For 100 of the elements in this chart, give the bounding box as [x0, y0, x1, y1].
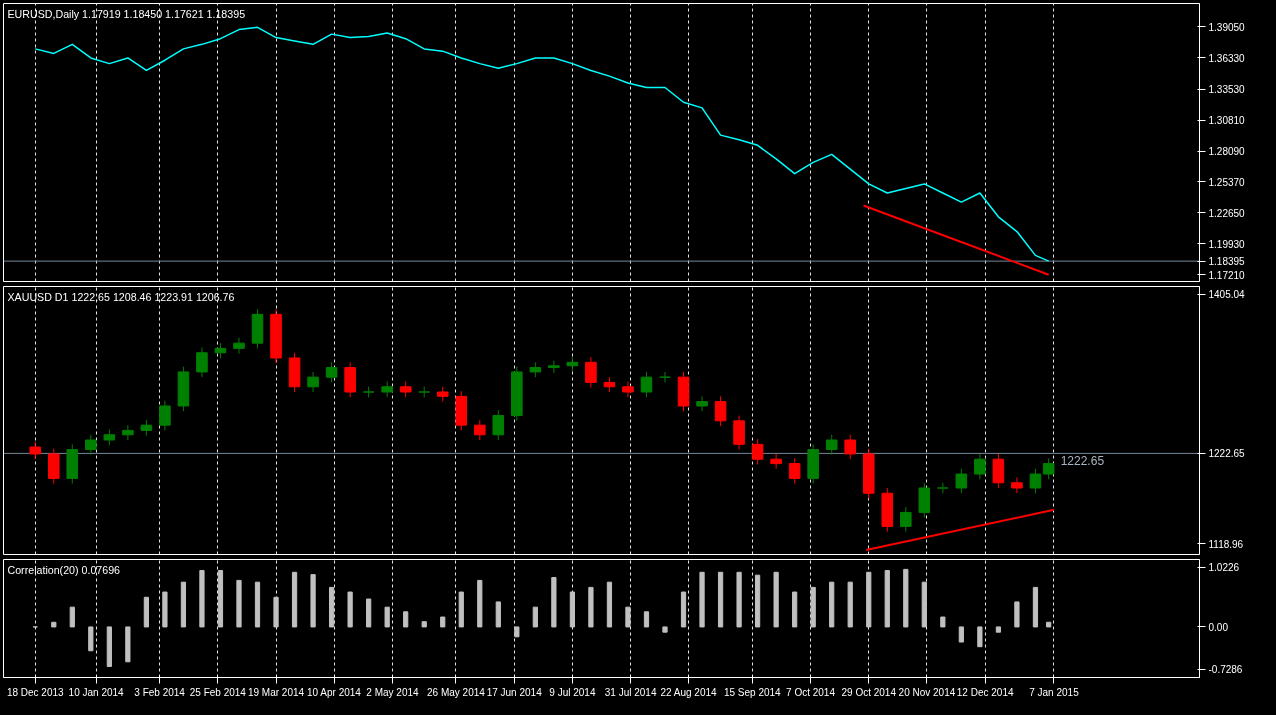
candlestick — [1042, 457, 1055, 480]
bar — [625, 606, 631, 628]
bar — [680, 591, 687, 628]
bar — [606, 581, 613, 628]
x-tick-label: 25 Feb 2014 — [189, 686, 247, 698]
bar — [551, 577, 557, 628]
candlestick — [122, 424, 134, 441]
x-tick-label: 17 Jun 2014 — [486, 686, 543, 698]
candlestick — [307, 371, 319, 393]
x-tick-label: 2 May 2014 — [366, 686, 420, 698]
bar — [236, 579, 242, 628]
bar — [477, 579, 483, 628]
bar — [995, 626, 1002, 633]
y-tick-label: 1118.96 — [1208, 538, 1244, 550]
bar — [162, 591, 168, 628]
bar — [421, 621, 427, 628]
x-tick-label: 18 Dec 2013 — [6, 686, 65, 698]
x-tick-label: 31 Jul 2014 — [604, 686, 657, 698]
y-tick-label: 1405.04 — [1208, 289, 1246, 301]
bar — [1032, 586, 1039, 628]
bar — [347, 591, 353, 628]
candlestick — [696, 395, 708, 412]
chart-title: Correlation(20) 0.07696 — [7, 563, 121, 576]
bar — [495, 601, 501, 628]
y-tick-label: 1.25370 — [1208, 176, 1246, 188]
bar — [847, 581, 853, 628]
y-tick-label: 0.00 — [1208, 621, 1229, 633]
bar — [829, 581, 835, 628]
x-tick-label: 10 Apr 2014 — [307, 686, 362, 698]
ref-line-label: 1.18395 — [1208, 256, 1246, 268]
bar — [940, 616, 946, 628]
bar — [1014, 601, 1020, 628]
bar — [254, 581, 261, 628]
bar — [958, 626, 964, 643]
bar — [180, 581, 187, 628]
x-tick-label: 10 Jan 2014 — [68, 686, 125, 698]
bar — [143, 596, 149, 628]
x-tick-label: 29 Oct 2014 — [841, 686, 897, 698]
bar — [662, 626, 668, 633]
candlestick — [992, 453, 1005, 489]
candlestick — [751, 438, 764, 465]
bar — [458, 591, 464, 628]
bar — [217, 570, 224, 628]
bar — [588, 586, 594, 628]
candlestick — [622, 381, 634, 398]
bar — [643, 611, 650, 628]
bar — [199, 570, 205, 628]
candlestick — [159, 400, 171, 431]
x-tick-label: 15 Sep 2014 — [723, 686, 782, 698]
candlestick — [1029, 468, 1042, 494]
candlestick — [788, 457, 801, 485]
y-tick-label: 1.39050 — [1208, 21, 1246, 33]
bar — [291, 571, 298, 628]
bar — [866, 571, 872, 628]
bar — [792, 591, 798, 628]
bar — [755, 574, 761, 628]
candlestick — [974, 453, 986, 480]
bar — [366, 598, 372, 628]
bar — [273, 596, 279, 628]
bar — [69, 606, 75, 628]
candlestick — [548, 360, 560, 374]
y-tick-label: 1.30810 — [1208, 115, 1246, 127]
x-tick-label: 19 Mar 2014 — [247, 686, 305, 698]
chart-title: EURUSD,Daily 1.17919 1.18450 1.17621 1.18395 — [7, 7, 246, 20]
candlestick — [844, 434, 857, 460]
candlestick — [770, 453, 782, 470]
bar — [88, 626, 94, 652]
bar — [810, 586, 816, 628]
bar — [773, 571, 779, 628]
candlestick — [196, 347, 208, 378]
candlestick — [733, 415, 745, 451]
candlestick — [492, 409, 505, 441]
bar — [328, 586, 335, 628]
bar — [106, 626, 112, 667]
bar — [977, 626, 983, 648]
x-tick-label: 12 Dec 2014 — [956, 686, 1014, 698]
bar — [569, 591, 576, 628]
bar — [125, 626, 131, 663]
bar — [532, 606, 538, 628]
candlestick — [473, 419, 486, 441]
y-tick-label: 1.22650 — [1208, 207, 1246, 219]
bar — [514, 626, 520, 638]
annotation: 1222.65 — [1060, 454, 1105, 469]
bar — [51, 621, 57, 628]
bar — [403, 611, 409, 628]
bar — [699, 571, 705, 628]
y-tick-label: 1.36330 — [1208, 52, 1246, 64]
y-tick-label: 1.17210 — [1208, 269, 1246, 281]
x-tick-label: 22 Aug 2014 — [660, 686, 718, 698]
bar — [310, 574, 316, 628]
candlestick — [900, 506, 912, 533]
bar — [903, 568, 909, 628]
bar — [717, 571, 724, 628]
chart-title: XAUUSD D1 1222.65 1208.46 1223.91 1206.76 — [7, 290, 235, 303]
candlestick — [640, 371, 653, 398]
bar — [440, 616, 446, 628]
x-tick-label: 7 Oct 2014 — [786, 686, 836, 698]
y-tick-label: 1.28090 — [1208, 146, 1246, 158]
ref-line-label: 1222.65 — [1208, 448, 1246, 460]
bar — [921, 581, 927, 628]
